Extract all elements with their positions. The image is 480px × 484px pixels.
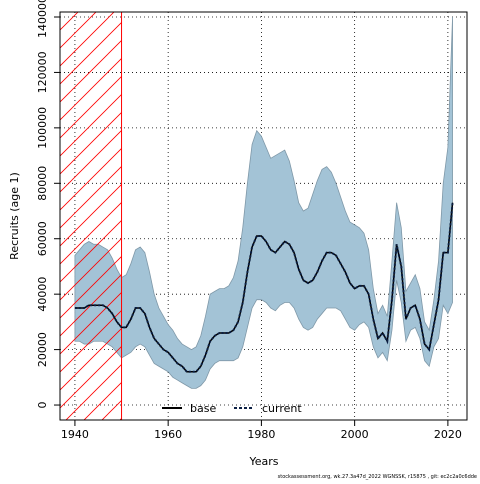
y-axis-label: Recruits (age 1): [8, 172, 21, 260]
y-tick-label: 120000: [36, 51, 49, 93]
hatched-region: [60, 12, 123, 420]
x-tick-label: 2020: [434, 428, 462, 441]
x-tick-label: 1940: [61, 428, 89, 441]
axes: 1940 1960 1980 2000 2020 0 20000 40000 60000 8000…: [36, 0, 462, 441]
series-line: [74, 202, 454, 373]
x-axis-label: Years: [248, 455, 278, 468]
legend-label: current: [262, 402, 302, 415]
y-tick-label: 140000: [36, 0, 49, 38]
y-tick-label: 40000: [36, 277, 49, 312]
footer: stockassessment.org, wk.27.3a47d_2022 WG…: [278, 474, 477, 480]
y-tick-label: 0: [36, 402, 49, 409]
y-tick-label: 20000: [36, 332, 49, 367]
y-tick-label: 80000: [36, 166, 49, 201]
plot-frame: [59, 11, 468, 421]
y-tick-label: 60000: [36, 221, 49, 256]
y-tick-label: 100000: [36, 107, 49, 149]
x-tick-label: 1980: [247, 428, 275, 441]
x-tick-label: 2000: [341, 428, 369, 441]
confidence-band: [74, 16, 453, 389]
plot-area: [60, 12, 467, 420]
legend-label: base: [190, 402, 216, 415]
x-tick-label: 1960: [154, 428, 182, 441]
